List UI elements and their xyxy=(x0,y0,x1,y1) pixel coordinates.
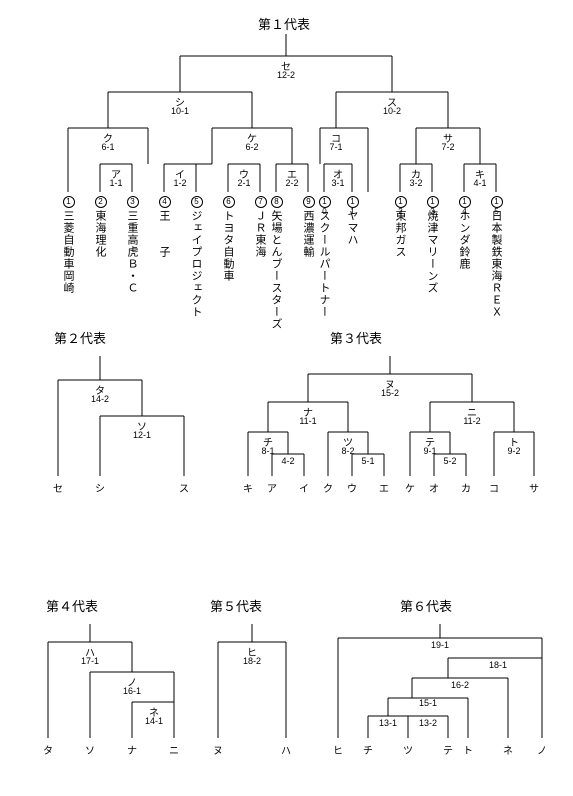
b1-se-s: 12-2 xyxy=(277,70,295,80)
b1-team-7: 8矢場とんブースターズ xyxy=(268,196,284,330)
b4-no-s: 16-1 xyxy=(123,686,141,696)
b4-ne-s: 14-1 xyxy=(145,716,163,726)
b4-l3: ニ xyxy=(169,742,179,757)
b6-18: 18-1 xyxy=(489,660,507,670)
b1-team-4: 5ジェイプロジェクト xyxy=(188,196,204,318)
b4-l0: タ xyxy=(43,742,53,757)
b2-so-s: 12-1 xyxy=(133,430,151,440)
b3-nu-s: 15-2 xyxy=(381,388,399,398)
b1-shi-s: 10-1 xyxy=(171,106,189,116)
b3-leaf-2: イ xyxy=(299,480,309,495)
b1-ku-s: 6-1 xyxy=(101,142,114,152)
b5-hi-s: 18-2 xyxy=(243,656,261,666)
b1-ke-s: 6-2 xyxy=(245,142,258,152)
b6-leaf-1: チ xyxy=(363,742,373,757)
b5-l1: ハ xyxy=(281,742,291,757)
b1-i-s: 1-2 xyxy=(173,178,186,188)
b1-e-s: 2-2 xyxy=(285,178,298,188)
b3-m2: 5-1 xyxy=(361,456,374,466)
b2-l2: ス xyxy=(179,480,189,495)
b6-leaf-2: ツ xyxy=(403,742,413,757)
b1-team-12: 13焼津マリーンズ xyxy=(424,196,440,294)
b1-o-s: 3-1 xyxy=(331,178,344,188)
b6-r: 19-1 xyxy=(431,640,449,650)
b3-m3: 5-2 xyxy=(443,456,456,466)
b1-team-13: 14ホンダ鈴鹿 xyxy=(456,196,472,270)
b2-l1: シ xyxy=(95,480,105,495)
b3-leaf-7: オ xyxy=(429,480,439,495)
b3-leaf-1: ア xyxy=(267,480,277,495)
b3-chi-s: 8-1 xyxy=(261,446,274,456)
b1-su-s: 10-2 xyxy=(383,106,401,116)
b6-leaf-0: ヒ xyxy=(333,742,343,757)
b1-team-10: 11ヤマハ xyxy=(344,196,360,246)
b1-team-6: 7ＪＲ東海 xyxy=(252,196,268,258)
b1-team-14: 15日本製鉄東海ＲＥＸ xyxy=(488,196,504,318)
b2-tree xyxy=(40,346,260,506)
b1-team-8: 9西濃運輸 xyxy=(300,196,316,258)
b3-tsu-s: 8-2 xyxy=(341,446,354,456)
b4-l1: ソ xyxy=(85,742,95,757)
b2-l0: セ xyxy=(53,480,63,495)
b1-a-s: 1-1 xyxy=(109,178,122,188)
b3-tree xyxy=(230,346,560,506)
title-b5: 第５代表 xyxy=(210,596,262,615)
b3-to-s: 9-2 xyxy=(507,446,520,456)
b1-team-11: 12東邦ガス xyxy=(392,196,408,258)
b3-m1: 4-2 xyxy=(281,456,294,466)
b6-16: 16-2 xyxy=(451,680,469,690)
b1-ki-s: 4-1 xyxy=(473,178,486,188)
b3-leaf-8: カ xyxy=(461,480,471,495)
b6-131: 13-1 xyxy=(379,718,397,728)
b4-l2: ナ xyxy=(127,742,137,757)
title-b2: 第２代表 xyxy=(54,328,106,347)
b6-leaf-3: テ xyxy=(443,742,453,757)
title-b3: 第３代表 xyxy=(330,328,382,347)
b2-ta-s: 14-2 xyxy=(91,394,109,404)
b3-ni-s: 11-2 xyxy=(463,416,480,426)
b1-team-5: 6トヨタ自動車 xyxy=(220,196,236,282)
b6-leaf-5: ネ xyxy=(503,742,513,757)
b3-leaf-3: ク xyxy=(323,480,333,495)
b1-team-2: 3三重高虎Ｂ・Ｃ xyxy=(124,196,140,294)
b5-l0: ヌ xyxy=(213,742,223,757)
b3-leaf-9: コ xyxy=(489,480,499,495)
b6-132: 13-2 xyxy=(419,718,437,728)
b6-15: 15-1 xyxy=(419,698,437,708)
b1-ko-s: 7-1 xyxy=(329,142,342,152)
b3-te-s: 9-1 xyxy=(423,446,436,456)
b4-ha-s: 17-1 xyxy=(81,656,99,666)
b1-team-1: 2東海理化 xyxy=(92,196,108,258)
b6-leaf-4: ト xyxy=(463,742,473,757)
b3-na-s: 11-1 xyxy=(299,416,316,426)
b1-ka-s: 3-2 xyxy=(409,178,422,188)
b3-leaf-5: エ xyxy=(379,480,389,495)
b1-u-s: 2-1 xyxy=(237,178,250,188)
b6-leaf-6: ノ xyxy=(537,742,547,757)
b3-leaf-4: ウ xyxy=(347,480,357,495)
b3-leaf-10: サ xyxy=(529,480,539,495)
title-b6: 第６代表 xyxy=(400,596,452,615)
title-b4: 第４代表 xyxy=(46,596,98,615)
b3-leaf-0: キ xyxy=(243,480,253,495)
b1-team-0: 1三菱自動車岡崎 xyxy=(60,196,76,294)
b4-tree xyxy=(30,616,210,766)
b1-sa-s: 7-2 xyxy=(441,142,454,152)
b1-team-9: 10スクールパートナー xyxy=(316,196,332,318)
b1-team-3: 4王 子 xyxy=(156,196,172,258)
b3-leaf-6: ケ xyxy=(405,480,415,495)
